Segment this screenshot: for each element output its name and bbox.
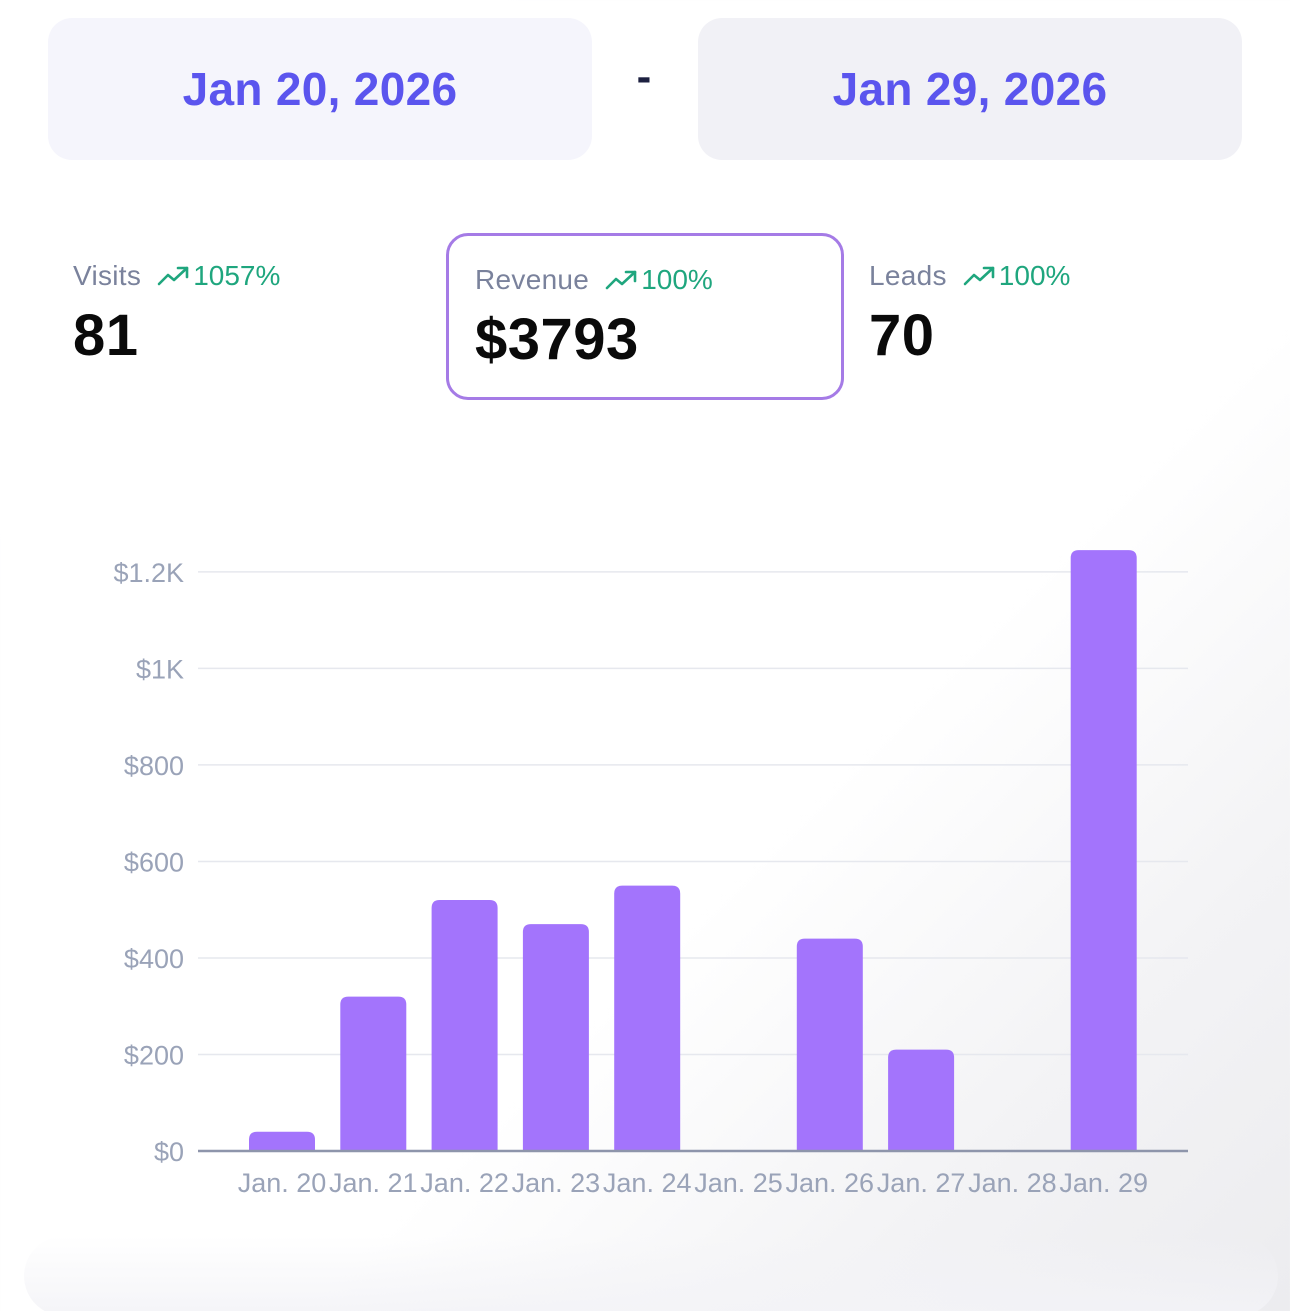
card-bottom-edge bbox=[24, 1236, 1278, 1311]
y-tick-label: $200 bbox=[124, 1040, 184, 1070]
x-tick-label: Jan. 20 bbox=[238, 1168, 327, 1198]
trending-up-icon bbox=[963, 266, 995, 286]
start-date-button[interactable]: Jan 20, 2026 bbox=[48, 18, 592, 160]
x-tick-label: Jan. 24 bbox=[603, 1168, 692, 1198]
trend-indicator: 1057% bbox=[157, 260, 280, 292]
y-tick-label: $400 bbox=[124, 944, 184, 974]
trend-percent: 100% bbox=[641, 264, 713, 295]
x-tick-label: Jan. 23 bbox=[512, 1168, 601, 1198]
bar[interactable] bbox=[249, 1131, 315, 1151]
bar[interactable] bbox=[522, 924, 589, 1151]
metric-value: 81 bbox=[73, 303, 139, 368]
bar[interactable] bbox=[1070, 550, 1137, 1151]
metric-card-revenue[interactable]: Revenue 100% $3793 bbox=[446, 233, 844, 400]
metric-value: $3793 bbox=[475, 307, 639, 372]
metric-label: Revenue bbox=[475, 264, 590, 295]
start-date-label: Jan 20, 2026 bbox=[182, 63, 458, 115]
end-date-button[interactable]: Jan 29, 2026 bbox=[698, 18, 1242, 160]
bar[interactable] bbox=[340, 996, 407, 1151]
metric-label: Leads bbox=[869, 260, 947, 291]
x-tick-label: Jan. 27 bbox=[877, 1168, 966, 1198]
y-tick-label: $1.2K bbox=[113, 558, 184, 588]
end-date-label: Jan 29, 2026 bbox=[832, 63, 1108, 115]
x-tick-label: Jan. 21 bbox=[329, 1168, 418, 1198]
bar[interactable] bbox=[431, 900, 498, 1151]
x-tick-label: Jan. 28 bbox=[968, 1168, 1057, 1198]
y-tick-label: $1K bbox=[136, 654, 184, 684]
trending-up-icon bbox=[157, 266, 189, 286]
metric-value: 70 bbox=[869, 303, 935, 368]
trend-percent: 1057% bbox=[193, 260, 281, 291]
date-range-separator: - bbox=[636, 52, 652, 101]
metric-card-visits[interactable]: Visits 1057% 81 bbox=[73, 258, 280, 369]
trending-up-icon bbox=[605, 270, 637, 290]
bar[interactable] bbox=[614, 885, 681, 1151]
x-tick-label: Jan. 29 bbox=[1059, 1168, 1148, 1198]
trend-indicator: 100% bbox=[963, 260, 1071, 292]
trend-indicator: 100% bbox=[605, 264, 713, 296]
x-tick-label: Jan. 25 bbox=[694, 1168, 783, 1198]
y-tick-label: $600 bbox=[124, 847, 184, 877]
y-tick-label: $0 bbox=[154, 1137, 184, 1167]
revenue-bar-chart: $0 $200 $400 $600 $800 $1K $1.2K Jan. 20 Jan. 21… bbox=[113, 550, 1188, 1198]
bar[interactable] bbox=[796, 938, 863, 1151]
metric-card-leads[interactable]: Leads 100% 70 bbox=[869, 258, 1070, 369]
x-tick-label: Jan. 22 bbox=[420, 1168, 509, 1198]
x-tick-label: Jan. 26 bbox=[786, 1168, 875, 1198]
y-tick-label: $800 bbox=[124, 751, 184, 781]
metric-label: Visits bbox=[73, 260, 142, 291]
bar[interactable] bbox=[888, 1049, 955, 1151]
trend-percent: 100% bbox=[998, 260, 1071, 291]
